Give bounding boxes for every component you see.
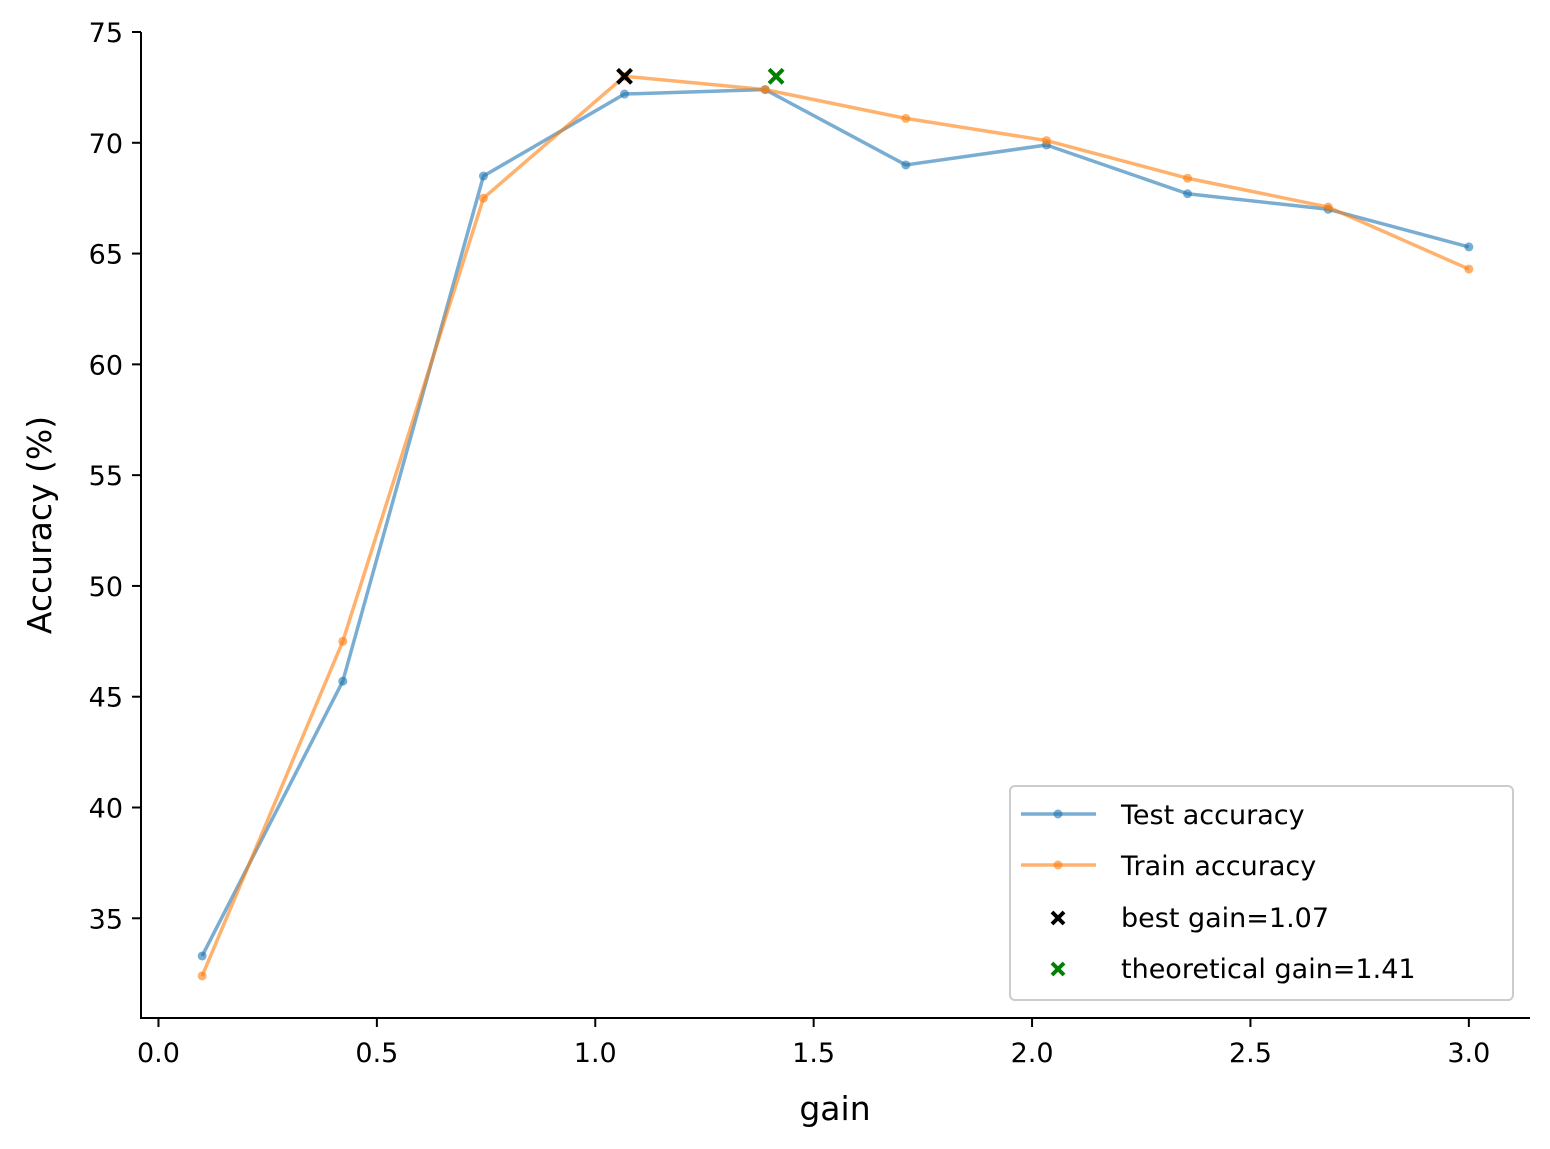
- test-accuracy-point: [338, 676, 348, 686]
- train-accuracy-point: [1464, 264, 1474, 274]
- ticks-layer: 0.0 0.5 1.0 1.5 2.0 2.5 3.0 35 40 45 50 55 60 65 70 75: [89, 18, 1491, 1069]
- legend-label: Test accuracy: [1120, 800, 1305, 831]
- y-tick-label: 70: [89, 129, 123, 160]
- train-accuracy-point: [760, 85, 770, 95]
- legend-point-swatch: [1053, 860, 1063, 870]
- x-tick-label: 0.0: [137, 1038, 180, 1069]
- legend-x-swatch: [1050, 910, 1066, 926]
- y-axis-label: Accuracy (%): [20, 416, 59, 634]
- legend-item-test-accuracy: Test accuracy: [1021, 800, 1305, 831]
- y-tick-label: 50: [89, 572, 123, 603]
- legend-items: Test accuracy Train accuracy best gain=1.0…: [1021, 800, 1416, 985]
- test-accuracy-point: [1464, 242, 1474, 252]
- x-tick-label: 2.0: [1011, 1038, 1054, 1069]
- theoretical-gain-marker: [767, 67, 785, 85]
- x-axis-label: gain: [799, 1089, 870, 1128]
- train-accuracy-line: [200, 74, 1470, 977]
- y-tick-label: 55: [89, 461, 123, 492]
- x-tick-label: 3.0: [1447, 1038, 1490, 1069]
- y-tick-label: 60: [89, 350, 123, 381]
- legend-item-theoretical-gain: theoretical gain=1.41: [1050, 954, 1416, 985]
- test-accuracy-line: [200, 87, 1470, 957]
- legend-label: theoretical gain=1.41: [1121, 954, 1416, 985]
- x-tick-label: 1.5: [792, 1038, 835, 1069]
- y-tick-label: 35: [89, 904, 123, 935]
- y-tick-label: 45: [89, 683, 123, 714]
- x-tick-label: 2.5: [1229, 1038, 1272, 1069]
- train-accuracy-point: [478, 193, 488, 203]
- y-tick-label: 65: [89, 240, 123, 271]
- train-accuracy-point: [1183, 173, 1193, 183]
- legend-box: [1009, 785, 1514, 1001]
- y-tick-label: 75: [89, 18, 123, 49]
- y-tick-label: 40: [89, 794, 123, 825]
- legend-point-swatch: [1053, 809, 1063, 819]
- test-accuracy-point: [197, 951, 207, 961]
- train-accuracy-point: [197, 971, 207, 981]
- train-accuracy-point: [901, 113, 911, 123]
- legend-label: Train accuracy: [1120, 851, 1316, 882]
- train-accuracy-point: [1041, 136, 1051, 146]
- series-layer: [197, 71, 1474, 981]
- test-accuracy-point: [1183, 189, 1193, 199]
- legend-item-train-accuracy: Train accuracy: [1021, 851, 1316, 882]
- best-gain-marker: [616, 67, 633, 85]
- x-tick-label: 1.0: [574, 1038, 617, 1069]
- test-accuracy-point: [478, 171, 488, 181]
- markers-layer: [616, 67, 785, 85]
- train-accuracy-point: [1323, 202, 1333, 212]
- x-tick-label: 0.5: [355, 1038, 398, 1069]
- test-accuracy-point: [620, 89, 630, 99]
- train-accuracy-point: [338, 636, 348, 646]
- legend: Test accuracy Train accuracy best gain=1.0…: [1009, 785, 1514, 1001]
- legend-item-best-gain: best gain=1.07: [1050, 903, 1329, 934]
- legend-x-swatch: [1050, 961, 1066, 977]
- test-accuracy-point: [901, 160, 911, 170]
- legend-label: best gain=1.07: [1121, 903, 1329, 934]
